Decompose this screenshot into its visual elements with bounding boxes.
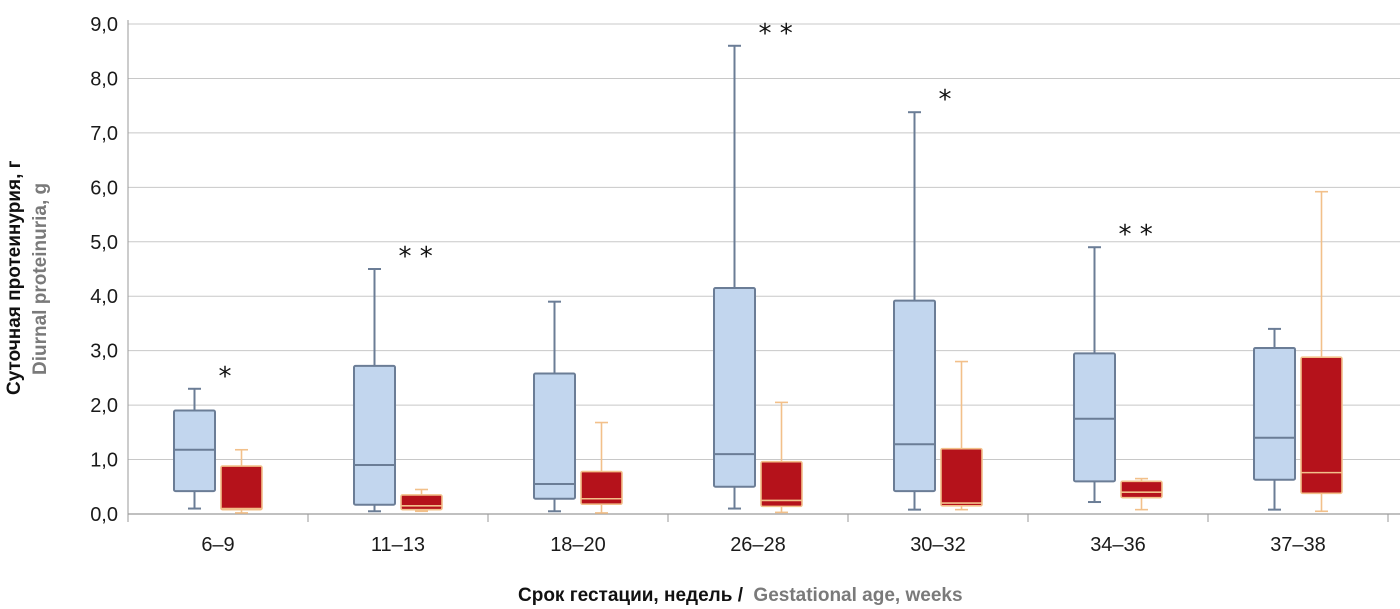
box (580, 470, 623, 505)
y-tick-label: 5,0 (90, 232, 118, 254)
x-axis-label-en: Gestational age, weeks (753, 585, 962, 606)
boxes (173, 44, 1343, 514)
x-tick-label: 11–13 (371, 534, 425, 556)
box (760, 460, 803, 508)
box (353, 364, 396, 506)
significance-marker: * * (1119, 220, 1153, 250)
box (220, 465, 263, 511)
x-tick-label: 18–20 (550, 534, 606, 556)
x-tick-label: 6–9 (201, 534, 234, 556)
x-axis-label: Срок гестации, недель / Gestational age,… (518, 585, 963, 606)
y-axis-label-ru: Суточная протеинурия, г (4, 160, 25, 395)
box (173, 409, 216, 493)
y-tick-label: 3,0 (90, 341, 118, 363)
y-tick-label: 7,0 (90, 123, 118, 145)
axes: 0,0 1,0 2,0 3,0 4,0 5,0 6,0 7,0 8,0 9,0 6–9 11–13 18… (90, 14, 1400, 556)
box (400, 494, 443, 511)
x-tick-label: 30–32 (910, 534, 966, 556)
box (1120, 480, 1163, 499)
y-tick-label: 2,0 (90, 395, 118, 417)
y-axis-label-en: Diurnal proteinuria, g (30, 183, 51, 375)
box (940, 447, 983, 507)
box (1253, 346, 1296, 481)
box (713, 287, 756, 488)
y-tick-label: 1,0 (90, 450, 118, 472)
significance-markers: * * * * * * * * (219, 19, 1153, 392)
x-tick-label: 26–28 (730, 534, 786, 556)
y-tick-label: 4,0 (90, 286, 118, 308)
y-tick-label: 9,0 (90, 14, 118, 36)
box (1073, 352, 1116, 483)
significance-marker: * * (759, 19, 793, 49)
box (1300, 356, 1343, 495)
gridlines (128, 23, 1400, 461)
y-tick-label: 8,0 (90, 68, 118, 90)
x-tick-label: 37–38 (1270, 534, 1326, 556)
significance-marker: * * (399, 242, 433, 272)
significance-marker: * (219, 362, 232, 392)
box (893, 299, 936, 493)
significance-marker: * (939, 85, 952, 115)
y-tick-label: 6,0 (90, 177, 118, 199)
y-tick-label: 0,0 (90, 504, 118, 526)
x-tick-label: 34–36 (1090, 534, 1146, 556)
x-axis-label-ru: Срок гестации, недель / (518, 585, 744, 606)
box (533, 372, 576, 500)
